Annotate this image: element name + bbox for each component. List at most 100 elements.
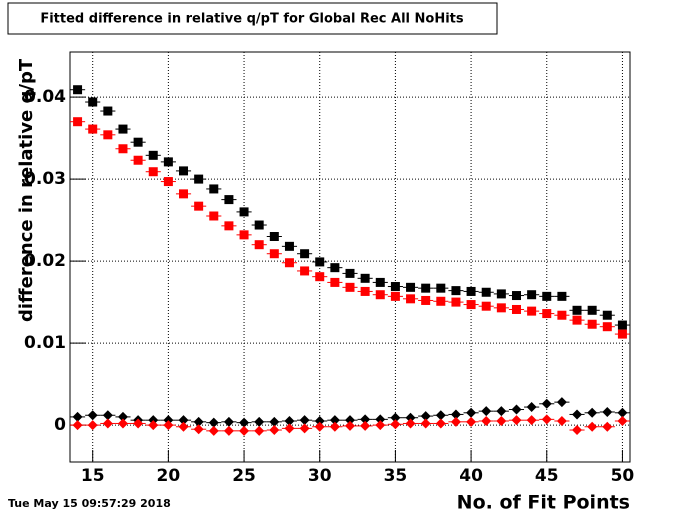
data-point — [327, 263, 343, 273]
marker — [406, 294, 416, 304]
data-point — [297, 249, 313, 259]
marker — [73, 117, 83, 127]
marker — [405, 412, 416, 423]
data-point — [508, 304, 525, 314]
x-tick-label: 45 — [535, 466, 559, 486]
marker — [345, 415, 355, 426]
data-point — [584, 305, 600, 315]
data-point — [342, 420, 358, 431]
data-point — [614, 329, 630, 339]
data-point — [70, 411, 86, 422]
data-point — [191, 416, 207, 427]
data-point — [493, 289, 509, 299]
marker — [587, 421, 598, 432]
data-point — [614, 320, 630, 330]
marker — [466, 300, 476, 310]
marker — [103, 130, 113, 140]
x-tick-label: 50 — [611, 466, 635, 486]
data-point — [281, 258, 298, 268]
data-point — [584, 319, 600, 329]
data-point — [402, 418, 419, 429]
data-point — [342, 415, 358, 426]
marker — [209, 211, 219, 221]
marker — [178, 415, 189, 426]
y-tick-label: 0.02 — [24, 251, 66, 271]
data-point — [418, 418, 434, 429]
data-point — [584, 407, 600, 418]
data-point — [387, 412, 403, 423]
marker — [179, 166, 189, 176]
marker — [117, 418, 128, 429]
marker — [299, 423, 310, 434]
data-point — [266, 249, 282, 259]
marker — [375, 420, 386, 431]
marker — [87, 420, 98, 431]
timestamp: Tue May 15 09:57:29 2018 — [8, 497, 171, 510]
marker — [133, 155, 143, 165]
marker — [179, 189, 189, 199]
marker — [193, 416, 204, 427]
data-point — [387, 291, 403, 301]
data-point — [448, 416, 464, 427]
data-point — [569, 409, 585, 420]
marker — [602, 322, 612, 332]
marker — [133, 418, 144, 429]
marker — [163, 420, 174, 431]
marker — [390, 419, 401, 430]
marker — [148, 150, 158, 160]
y-tick-label: 0.04 — [24, 87, 66, 107]
data-point — [387, 282, 403, 292]
marker — [375, 290, 385, 300]
marker — [526, 402, 537, 413]
marker — [360, 273, 370, 283]
data-point — [266, 232, 282, 241]
marker — [239, 417, 250, 428]
marker — [406, 282, 416, 292]
marker — [405, 418, 416, 429]
marker — [102, 418, 113, 429]
marker — [223, 425, 234, 436]
data-point — [327, 421, 343, 432]
marker — [345, 268, 355, 278]
data-point — [357, 420, 373, 431]
marker — [118, 124, 128, 134]
y-tick-label: 0 — [54, 415, 66, 435]
marker — [511, 404, 522, 415]
data-point — [312, 257, 328, 267]
marker — [435, 418, 446, 429]
marker — [451, 286, 461, 296]
x-tick-label: 25 — [232, 466, 256, 486]
marker — [390, 291, 400, 301]
data-point — [175, 415, 192, 426]
marker — [556, 416, 567, 426]
data-point — [160, 157, 176, 167]
marker — [133, 137, 143, 147]
data-point — [281, 416, 298, 426]
data-point — [493, 406, 509, 417]
plot-frame — [69, 51, 631, 463]
data-point — [569, 305, 585, 315]
marker — [239, 230, 249, 240]
data-point — [463, 286, 479, 296]
chart-title: Fitted difference in relative q/pT for G… — [40, 12, 464, 27]
data-point — [85, 420, 101, 431]
data-point — [599, 406, 615, 417]
marker — [435, 410, 446, 421]
data-point — [191, 174, 207, 184]
data-point — [327, 415, 343, 426]
x-tick-label: 15 — [81, 466, 105, 486]
marker — [481, 301, 491, 311]
data-point — [433, 410, 449, 421]
data-point — [508, 415, 525, 426]
marker — [299, 415, 310, 426]
marker — [617, 416, 628, 426]
data-point — [160, 420, 176, 431]
data-point — [372, 277, 388, 287]
data-point — [569, 425, 585, 436]
marker — [269, 249, 279, 259]
data-point — [115, 418, 131, 429]
marker — [617, 320, 627, 330]
marker — [542, 309, 552, 319]
marker — [466, 416, 477, 427]
data-point — [372, 290, 388, 300]
